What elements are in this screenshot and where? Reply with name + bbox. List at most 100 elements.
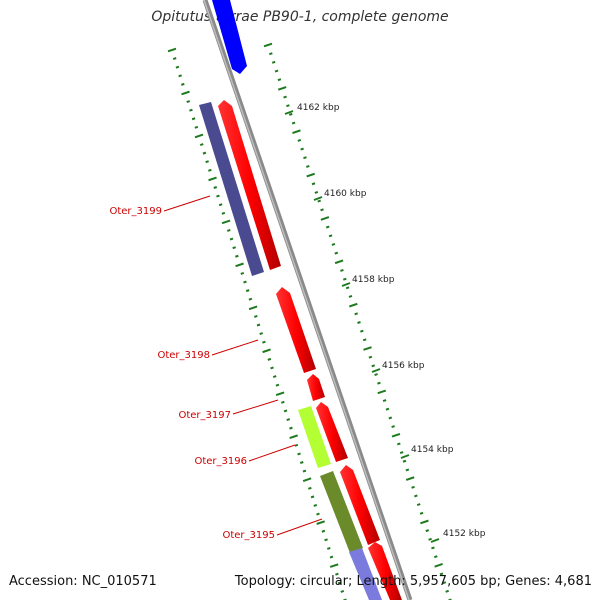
- gene-red-1[interactable]: [218, 100, 281, 270]
- scale-tick: [313, 504, 318, 507]
- scale-tick: [405, 468, 410, 472]
- scale-tick: [340, 589, 345, 593]
- scale-tick: [226, 229, 231, 232]
- scale-tick: [334, 251, 339, 255]
- scale-tick: [202, 151, 207, 155]
- scale-tick: [172, 57, 177, 61]
- scale-labels: 4162 kbp 4160 kbp 4158 kbp 4156 kbp 4154…: [284, 103, 486, 543]
- gene-labels: Oter_3199 Oter_3198 Oter_3197 Oter_3196 …: [109, 195, 323, 541]
- genome-backbone: [202, 0, 413, 600]
- gene-label-oter-3198[interactable]: Oter_3198: [157, 350, 210, 361]
- scale-tick: [286, 104, 290, 108]
- scale-tick: [328, 234, 333, 238]
- scale-tick: [274, 69, 279, 73]
- scale-tick: [411, 485, 415, 489]
- scale-tick: [175, 65, 180, 69]
- scale-tick: [405, 476, 415, 481]
- scale-tick: [291, 121, 296, 125]
- genome-summary-text: Topology: circular; Length: 5,957,605 bp…: [234, 574, 592, 589]
- scale-tick: [399, 451, 404, 455]
- scale-tick: [300, 147, 304, 151]
- scale-tick: [335, 572, 339, 576]
- scale-tick: [221, 211, 226, 215]
- scale-tick: [277, 86, 287, 91]
- scale-tick: [434, 563, 443, 568]
- scale-tick: [414, 494, 418, 498]
- gene-label-oter-3197[interactable]: Oter_3197: [178, 410, 231, 421]
- scale-tick: [269, 52, 273, 56]
- scale-tick: [306, 172, 315, 178]
- inner-tick-track: [167, 47, 347, 600]
- gene-label-oter-3195[interactable]: Oter_3195: [222, 530, 275, 541]
- scale-tick: [329, 555, 334, 559]
- scale-tick: [377, 381, 381, 385]
- scale-tick: [208, 176, 217, 182]
- scale-tick: [271, 60, 276, 64]
- scale-tick: [321, 529, 326, 533]
- scale-tick: [326, 546, 331, 550]
- scale-tick: [303, 156, 307, 160]
- scale-tick: [302, 477, 312, 482]
- scale-tick: [288, 112, 293, 116]
- scale-tick: [340, 269, 344, 272]
- scale-tick: [357, 321, 361, 324]
- scale-label: 4156 kbp: [382, 361, 425, 371]
- gene-red-bottom[interactable]: [368, 542, 402, 600]
- scale-tick: [235, 254, 239, 258]
- gene-lime[interactable]: [298, 406, 331, 468]
- scale-tick: [232, 246, 236, 250]
- scale-tick: [317, 199, 322, 203]
- scale-tick: [311, 182, 316, 186]
- scale-tick: [262, 348, 271, 354]
- scale-tick: [320, 216, 330, 221]
- gene-oter-3195[interactable]: [340, 465, 380, 545]
- label-leader: [276, 518, 323, 536]
- gene-blue[interactable]: [212, 0, 247, 74]
- scale-tick: [292, 129, 301, 135]
- gene-oter-3199[interactable]: [199, 102, 264, 276]
- scale-tick: [243, 280, 247, 284]
- scale-tick: [263, 42, 273, 48]
- scale-tick: [194, 133, 204, 139]
- scale-tick: [262, 340, 266, 344]
- scale-tick: [419, 511, 424, 515]
- genome-backbone-highlight: [203, 0, 410, 600]
- scale-tick: [396, 442, 401, 446]
- scale-tick: [294, 443, 299, 447]
- scale-tick: [388, 416, 393, 420]
- scale-tick: [348, 295, 353, 298]
- scale-tick: [310, 495, 315, 499]
- scale-tick: [181, 90, 190, 96]
- gene-olive[interactable]: [320, 471, 363, 553]
- label-leader: [211, 339, 259, 356]
- scale-tick-track: [263, 42, 452, 600]
- scale-tick: [218, 203, 223, 207]
- gene-oter-3197[interactable]: [307, 374, 325, 401]
- scale-tick: [377, 389, 387, 395]
- gene-label-oter-3199[interactable]: Oter_3199: [109, 206, 162, 217]
- scale-tick: [420, 519, 429, 525]
- scale-tick: [216, 194, 220, 198]
- scale-tick: [314, 190, 319, 194]
- scale-tick: [345, 286, 350, 290]
- scale-tick: [368, 355, 373, 359]
- scale-tick: [371, 364, 376, 368]
- scale-tick: [191, 117, 196, 121]
- scale-tick: [235, 262, 244, 268]
- scale-tick: [354, 312, 358, 316]
- scale-tick: [221, 219, 231, 225]
- scale-tick: [205, 160, 209, 164]
- gene-oter-3196[interactable]: [316, 402, 348, 462]
- gene-label-oter-3196[interactable]: Oter_3196: [194, 456, 247, 467]
- scale-tick: [442, 581, 447, 585]
- scale-tick: [445, 589, 449, 593]
- scale-tick: [391, 432, 401, 438]
- gene-oter-3198[interactable]: [276, 287, 316, 373]
- scale-tick: [275, 383, 280, 387]
- scale-tick: [297, 452, 301, 456]
- scale-tick: [305, 164, 310, 168]
- scale-tick: [439, 572, 444, 576]
- gene-lavender[interactable]: [349, 548, 382, 600]
- scale-tick: [334, 259, 344, 265]
- scale-tick: [433, 555, 438, 559]
